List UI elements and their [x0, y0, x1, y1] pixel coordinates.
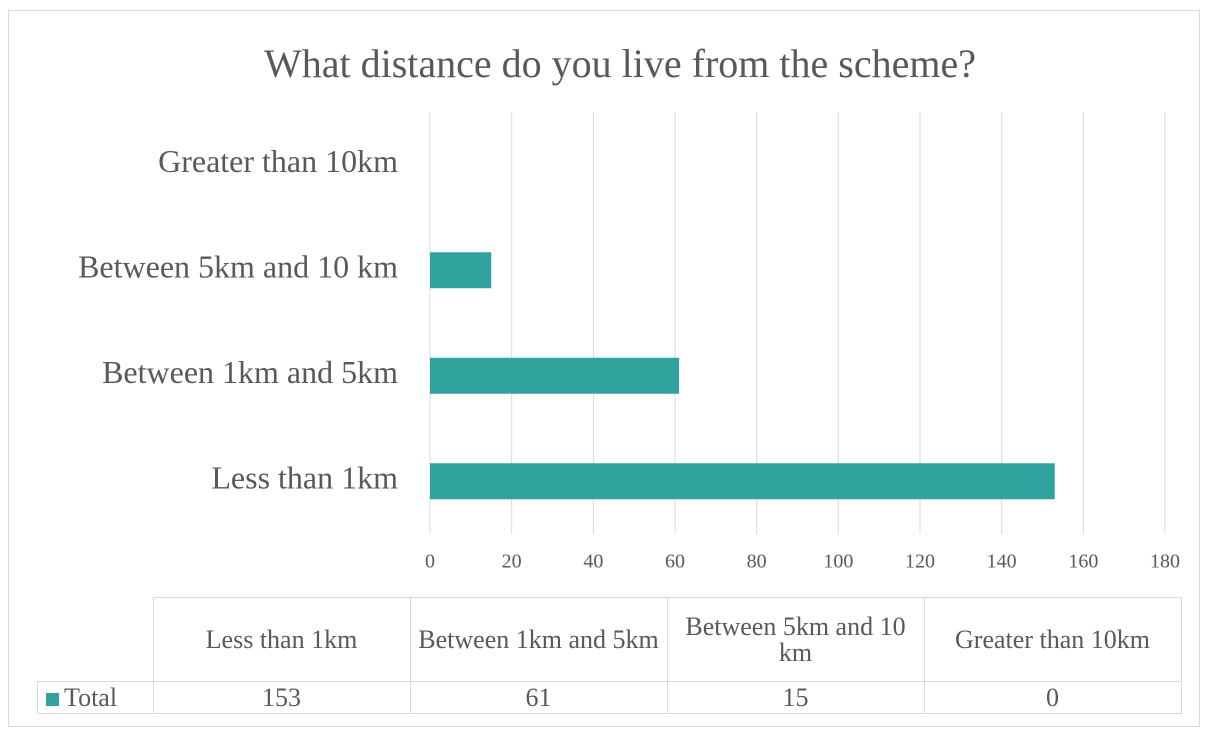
bar [430, 357, 680, 394]
legend-cell: Total [37, 681, 154, 714]
x-tick-label: 160 [1068, 551, 1098, 573]
x-tick-label: 140 [987, 551, 1017, 573]
y-tick-label: Between 1km and 5km [102, 354, 398, 390]
legend-key [46, 692, 59, 706]
table-header: Greater than 10km [923, 597, 1182, 682]
table-value: 15 [666, 681, 925, 714]
x-tick-label: 40 [583, 551, 603, 573]
y-tick-label: Less than 1km [211, 460, 398, 496]
table-value: 153 [152, 681, 411, 714]
x-tick-label: 120 [905, 551, 935, 573]
table-header: Between 5km and 10 km [666, 597, 925, 682]
y-tick-label: Between 5km and 10 km [78, 249, 398, 285]
x-tick-label: 20 [502, 551, 522, 573]
legend-label: Total [64, 682, 118, 712]
x-tick-label: 180 [1150, 551, 1180, 573]
y-tick-label: Greater than 10km [158, 143, 398, 179]
bar [430, 252, 492, 289]
bar [430, 463, 1055, 500]
table-corner [37, 597, 154, 682]
data-table: Less than 1km Between 1km and 5km Between … [37, 597, 1182, 714]
x-tick-label: 60 [665, 551, 685, 573]
x-tick-label: 100 [823, 551, 853, 573]
table-header-row: Less than 1km Between 1km and 5km Between … [37, 597, 1182, 682]
table-header: Between 1km and 5km [409, 597, 668, 682]
chart-border [8, 10, 1200, 727]
table-row: Total 153 61 15 0 [37, 681, 1182, 714]
x-tick-label: 80 [747, 551, 767, 573]
table-header: Less than 1km [152, 597, 411, 682]
x-tick-label: 0 [425, 551, 435, 573]
table-value: 61 [409, 681, 668, 714]
table-value: 0 [923, 681, 1182, 714]
chart-title: What distance do you live from the schem… [264, 41, 976, 86]
